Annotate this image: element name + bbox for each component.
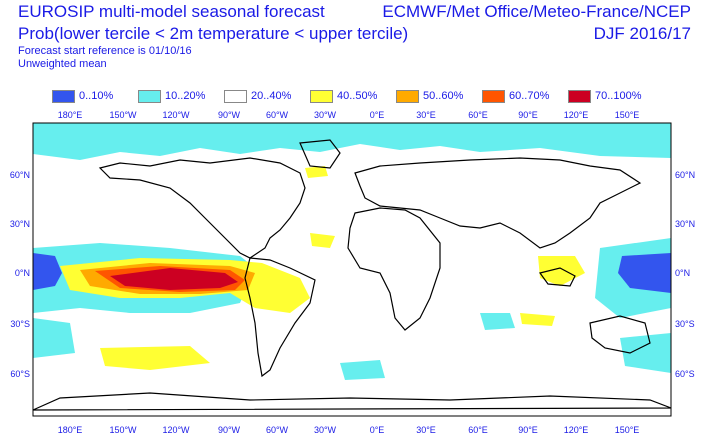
legend-swatch [396,89,419,103]
latitude-tick-label: 30°S [10,319,30,329]
longitude-axis: 180°E 180°E 150°W 150°W 120°W 120°W 90°W 90°W 60… [58,110,640,435]
longitude-tick-label: 120°E [564,110,589,120]
longitude-tick-label: 60°E [468,425,488,435]
latitude-tick-label: 0°N [15,268,30,278]
latitude-tick-label: 60°N [675,170,695,180]
longitude-tick-label: 150°E [615,110,640,120]
latitude-tick-label: 30°N [10,219,30,229]
legend-label: 10..20% [165,90,206,102]
legend-item: 10..20% [138,88,205,104]
season-label: DJF 2016/17 [593,24,691,43]
legend-label: 60..70% [509,90,550,102]
probability-field [33,123,671,380]
longitude-tick-label: 120°W [162,425,190,435]
longitude-tick-label: 150°W [109,110,137,120]
longitude-tick-label: 120°W [162,110,190,120]
legend-label: 0..10% [79,90,114,102]
latitude-tick-label: 60°N [10,170,30,180]
latitude-tick-label: 30°N [675,219,695,229]
longitude-tick-label: 60°W [266,425,289,435]
latitude-tick-label: 60°S [10,369,30,379]
forecast-reference: Forecast start reference is 01/10/16 [18,45,192,57]
legend-item: 20..40% [224,88,291,104]
longitude-tick-label: 120°E [564,425,589,435]
map-subtitle: Prob(lower tercile < 2m temperature < up… [18,24,409,43]
longitude-tick-label: 150°E [615,425,640,435]
longitude-tick-label: 30°E [416,110,436,120]
longitude-tick-label: 180°E [58,425,83,435]
latitude-tick-label: 60°S [675,369,695,379]
legend-swatch [224,89,247,103]
map-title: EUROSIP multi-model seasonal forecast [18,2,325,21]
longitude-tick-label: 0°E [370,425,385,435]
longitude-tick-label: 180°E [58,110,83,120]
legend-swatch [52,89,75,103]
weighting-note: Unweighted mean [18,58,107,70]
coastlines [33,139,671,411]
data-source: ECMWF/Met Office/Meteo-France/NCEP [382,2,691,21]
longitude-tick-label: 90°E [518,425,538,435]
world-map: 180°E 180°E 150°W 150°W 120°W 120°W 90°W 90°W 60… [10,110,695,435]
longitude-tick-label: 90°E [518,110,538,120]
legend-label: 40..50% [337,90,378,102]
latitude-tick-label: 30°S [675,319,695,329]
longitude-tick-label: 90°W [218,425,241,435]
longitude-tick-label: 150°W [109,425,137,435]
legend-item: 60..70% [482,88,549,104]
legend-item: 50..60% [396,88,463,104]
latitude-axis: 60°N 60°N 30°N 30°N 0°N 0°N 30°S 30°S 60°S 60°S [10,170,695,379]
color-legend: 0..10% 10..20% 20..40% 40..50% 50..60% 6… [52,88,692,104]
longitude-tick-label: 0°E [370,110,385,120]
longitude-tick-label: 60°E [468,110,488,120]
legend-item: 70..100% [568,88,641,104]
legend-label: 70..100% [595,90,642,102]
longitude-tick-label: 30°W [314,110,337,120]
legend-item: 40..50% [310,88,377,104]
map-frame [32,122,672,417]
longitude-tick-label: 30°E [416,425,436,435]
legend-swatch [310,89,333,103]
longitude-tick-label: 60°W [266,110,289,120]
legend-swatch [568,89,591,103]
longitude-tick-label: 30°W [314,425,337,435]
legend-label: 50..60% [423,90,464,102]
legend-label: 20..40% [251,90,292,102]
latitude-tick-label: 0°N [675,268,690,278]
legend-swatch [482,89,505,103]
legend-swatch [138,89,161,103]
legend-item: 0..10% [52,88,113,104]
longitude-tick-label: 90°W [218,110,241,120]
